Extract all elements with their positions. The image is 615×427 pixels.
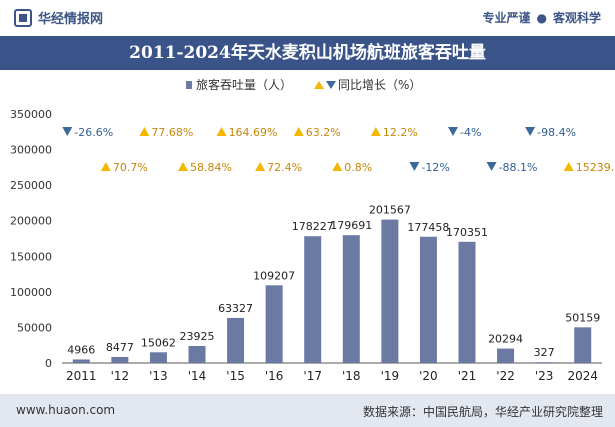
bar: [342, 235, 360, 363]
brand-name: 华经情报网: [38, 12, 104, 27]
bar: [149, 352, 167, 363]
bar: [188, 345, 206, 363]
x-tick-label: 2011: [66, 369, 97, 383]
y-tick-label: 50000: [17, 321, 52, 334]
y-tick-label: 0: [45, 357, 52, 370]
bar-chart: 旅客吞吐量（人） 同比增长（%） 0 50000 100000 150000 200000 2…: [10, 77, 615, 383]
growth-label: -98.4%: [537, 126, 576, 139]
growth-up-marker: [178, 162, 188, 171]
y-tick-label: 250000: [10, 179, 52, 192]
legend-icon-down-triangle: [326, 81, 336, 89]
tagline-right: 客观科学: [552, 11, 601, 25]
x-tick-label: '15: [226, 369, 245, 383]
growth-label: 164.69%: [229, 126, 278, 139]
legend-label-growth: 同比增长（%）: [338, 78, 421, 92]
chart-title: 2011-2024年天水麦积山机场航班旅客吞吐量: [0, 36, 615, 70]
y-tick-label: 100000: [10, 286, 52, 299]
x-tick-label: '20: [419, 369, 438, 383]
growth-label: -26.6%: [74, 126, 113, 139]
bar: [111, 356, 129, 363]
x-tick-label: 2024: [567, 369, 598, 383]
bar-value-label: 50159: [565, 311, 600, 324]
growth-up-marker: [255, 162, 266, 171]
growth-label: 70.7%: [113, 161, 148, 174]
bar: [227, 317, 245, 363]
growth-down-marker: [486, 162, 497, 171]
growth-down-marker: [409, 162, 420, 171]
growth-up-marker: [563, 162, 574, 171]
growth-label: 0.8%: [344, 161, 372, 174]
growth-up-marker: [370, 127, 381, 136]
growth-label: -4%: [460, 126, 481, 139]
x-tick-label: '16: [265, 369, 284, 383]
bar: [535, 362, 553, 363]
bar-value-label: 23925: [180, 330, 215, 343]
brand-logo-icon: [14, 8, 32, 27]
legend-label-bar: 旅客吞吐量（人）: [196, 77, 292, 92]
top-bar: 华经情报网 专业严谨 ● 客观科学: [0, 0, 615, 36]
growth-label: 63.2%: [306, 126, 341, 139]
footer: www.huaon.com 数据来源：中国民航局，华经产业研究院整理: [0, 394, 615, 427]
bar-value-label: 179691: [330, 219, 372, 232]
bar-value-label: 4966: [67, 343, 95, 356]
tagline: 专业严谨 ● 客观科学: [482, 9, 601, 26]
bar-value-label: 109207: [253, 269, 295, 282]
bar: [72, 359, 90, 363]
x-tick-label: '17: [303, 369, 322, 383]
x-tick-label: '23: [535, 369, 554, 383]
x-tick-label: '14: [188, 369, 207, 383]
x-tick-label: '19: [381, 369, 400, 383]
bar-value-label: 327: [534, 346, 555, 359]
growth-label: -12%: [421, 161, 449, 174]
x-tick-label: '13: [149, 369, 168, 383]
growth-up-marker: [100, 162, 111, 171]
footer-website: www.huaon.com: [16, 403, 116, 417]
legend-icon-up-triangle: [314, 81, 324, 89]
growth-label: 72.4%: [267, 161, 302, 174]
brand: 华经情报网: [14, 8, 103, 27]
bar: [381, 219, 399, 363]
x-tick-label: '21: [458, 369, 477, 383]
growth-label: -88.1%: [499, 161, 538, 174]
growth-up-marker: [216, 127, 227, 136]
legend-swatch-bar: [186, 81, 192, 89]
growth-up-marker: [293, 127, 304, 136]
y-tick-label: 350000: [10, 108, 52, 121]
y-tick-label: 150000: [10, 250, 52, 263]
y-tick-label: 300000: [10, 144, 52, 157]
growth-label: 15239.1%: [576, 161, 615, 174]
growth-down-marker: [448, 127, 458, 136]
bar: [458, 241, 476, 363]
growth-label: 58.84%: [190, 161, 232, 174]
bar-value-label: 15062: [141, 336, 176, 349]
growth-down-marker: [62, 127, 73, 136]
growth-label: 77.68%: [151, 126, 193, 139]
bar-value-label: 8477: [106, 341, 134, 354]
growth-up-marker: [332, 162, 343, 171]
bar: [265, 285, 283, 363]
x-tick-label: '22: [496, 369, 515, 383]
bar-value-label: 201567: [369, 204, 411, 217]
tagline-separator: ●: [536, 11, 547, 25]
x-tick-label: '18: [342, 369, 361, 383]
bar: [574, 327, 592, 363]
bar-value-label: 178227: [292, 220, 334, 233]
bar-value-label: 63327: [218, 302, 253, 315]
bar: [419, 236, 437, 363]
bar-value-label: 177458: [407, 221, 449, 234]
bar: [304, 236, 322, 363]
footer-source: 数据来源：中国民航局，华经产业研究院整理: [362, 405, 603, 419]
growth-down-marker: [525, 127, 536, 136]
y-tick-label: 200000: [10, 215, 52, 228]
bar: [497, 348, 515, 363]
bar-value-label: 170351: [446, 226, 488, 239]
growth-up-marker: [139, 127, 150, 136]
x-tick-label: '12: [111, 369, 130, 383]
bar-value-label: 20294: [488, 333, 523, 346]
tagline-left: 专业严谨: [482, 11, 531, 25]
growth-label: 12.2%: [383, 126, 418, 139]
